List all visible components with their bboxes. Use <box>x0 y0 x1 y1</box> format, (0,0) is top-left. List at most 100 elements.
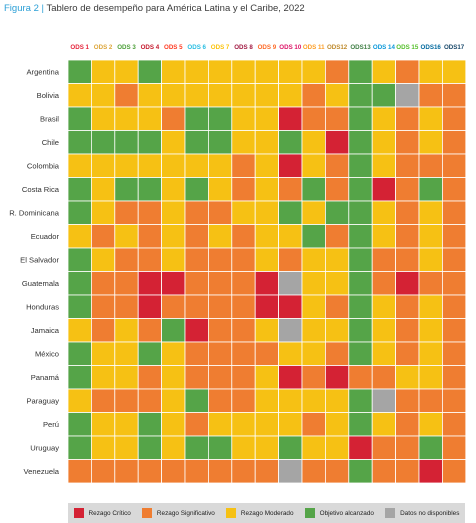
legend-label: Rezago Moderado <box>240 509 294 517</box>
heatmap-cell <box>301 59 326 84</box>
heatmap-cell <box>184 388 209 413</box>
heatmap-cell <box>324 83 350 108</box>
heatmap-cell <box>184 365 209 390</box>
heatmap-cell <box>441 106 467 131</box>
heatmap-cell <box>395 224 420 249</box>
heatmap-cell <box>231 224 256 249</box>
heatmap-cell <box>207 247 233 272</box>
heatmap-cell <box>418 200 443 225</box>
heatmap-cell <box>441 388 467 413</box>
heatmap-cell <box>395 247 420 272</box>
heatmap-cell <box>395 459 420 484</box>
heatmap-cell <box>254 412 279 437</box>
heatmap-cell <box>324 106 350 131</box>
column-label: ODS 6 <box>187 44 206 51</box>
heatmap-cell <box>67 200 92 225</box>
heatmap-cell <box>161 200 186 225</box>
heatmap-cell <box>348 247 373 272</box>
heatmap-cell <box>137 153 162 178</box>
heatmap-cell <box>67 153 92 178</box>
legend-label: Datos no disponibles <box>400 509 460 517</box>
heatmap-cell <box>418 130 443 155</box>
heatmap-cell <box>207 200 233 225</box>
heatmap-cell <box>441 83 467 108</box>
column-label: ODS 4 <box>141 44 160 51</box>
heatmap-cell <box>278 224 303 249</box>
column-label: ODS 1 <box>70 44 89 51</box>
heatmap-cell <box>184 153 209 178</box>
row-label: Guatemala <box>22 279 60 288</box>
heatmap-cell <box>395 130 420 155</box>
heatmap-cell <box>395 365 420 390</box>
heatmap-cell <box>207 318 233 343</box>
heatmap-cell <box>441 365 467 390</box>
heatmap-cell <box>278 106 303 131</box>
heatmap-cell <box>67 130 92 155</box>
heatmap-cell <box>278 459 303 484</box>
heatmap-cell <box>418 412 443 437</box>
heatmap-cell <box>67 294 92 319</box>
heatmap-cell <box>231 388 256 413</box>
heatmap-cell <box>324 318 350 343</box>
column-label: ODS 3 <box>117 44 136 51</box>
column-label: ODS 9 <box>258 44 277 51</box>
row-label: Costa Rica <box>22 185 60 194</box>
column-label: ODS 2 <box>94 44 113 51</box>
heatmap-cell <box>91 83 116 108</box>
heatmap-cell <box>278 412 303 437</box>
row-label: Ecuador <box>31 232 60 241</box>
heatmap-cell <box>67 59 92 84</box>
heatmap-cell <box>161 83 186 108</box>
heatmap-cell <box>278 294 303 319</box>
heatmap-cell <box>348 459 373 484</box>
heatmap-cell <box>418 435 443 460</box>
heatmap-cell <box>184 200 209 225</box>
heatmap-cell <box>254 341 279 366</box>
legend-label: Rezago Crítico <box>88 509 131 517</box>
heatmap-cell <box>301 365 326 390</box>
heatmap-cell <box>184 412 209 437</box>
heatmap-cell <box>301 318 326 343</box>
heatmap-cell <box>161 294 186 319</box>
heatmap-cell <box>231 365 256 390</box>
figure-label: Figura 2 | <box>4 3 44 14</box>
heatmap-cell <box>137 318 162 343</box>
heatmap-cell <box>254 177 279 202</box>
heatmap-cell <box>301 247 326 272</box>
column-label: ODS 5 <box>164 44 183 51</box>
heatmap-cell <box>91 271 116 296</box>
heatmap-cell <box>395 388 420 413</box>
heatmap-cell <box>371 106 397 131</box>
row-label: Bolivia <box>37 91 60 100</box>
heatmap-cell <box>371 224 397 249</box>
column-label: ODS17 <box>444 44 465 51</box>
heatmap-cell <box>114 153 139 178</box>
heatmap-cell <box>67 388 92 413</box>
heatmap-cell <box>114 435 139 460</box>
heatmap-cell <box>324 177 350 202</box>
heatmap-cell <box>67 271 92 296</box>
heatmap-cell <box>231 130 256 155</box>
heatmap-cell <box>207 130 233 155</box>
heatmap-cell <box>254 59 279 84</box>
heatmap-cell <box>91 224 116 249</box>
heatmap-cell <box>207 388 233 413</box>
heatmap-cell <box>395 200 420 225</box>
heatmap-cell <box>137 341 162 366</box>
heatmap-cell <box>67 224 92 249</box>
heatmap-cell <box>137 200 162 225</box>
heatmap-cell <box>114 200 139 225</box>
heatmap-cell <box>418 153 443 178</box>
heatmap-cell <box>441 59 467 84</box>
heatmap-cell <box>67 177 92 202</box>
heatmap-cell <box>348 224 373 249</box>
heatmap-cell <box>441 153 467 178</box>
heatmap-cell <box>324 341 350 366</box>
heatmap-cell <box>207 412 233 437</box>
heatmap-cell <box>184 177 209 202</box>
heatmap-cell <box>418 388 443 413</box>
row-label: Honduras <box>26 302 59 311</box>
heatmap-cell <box>395 59 420 84</box>
heatmap-cell <box>207 365 233 390</box>
heatmap-cell <box>184 294 209 319</box>
